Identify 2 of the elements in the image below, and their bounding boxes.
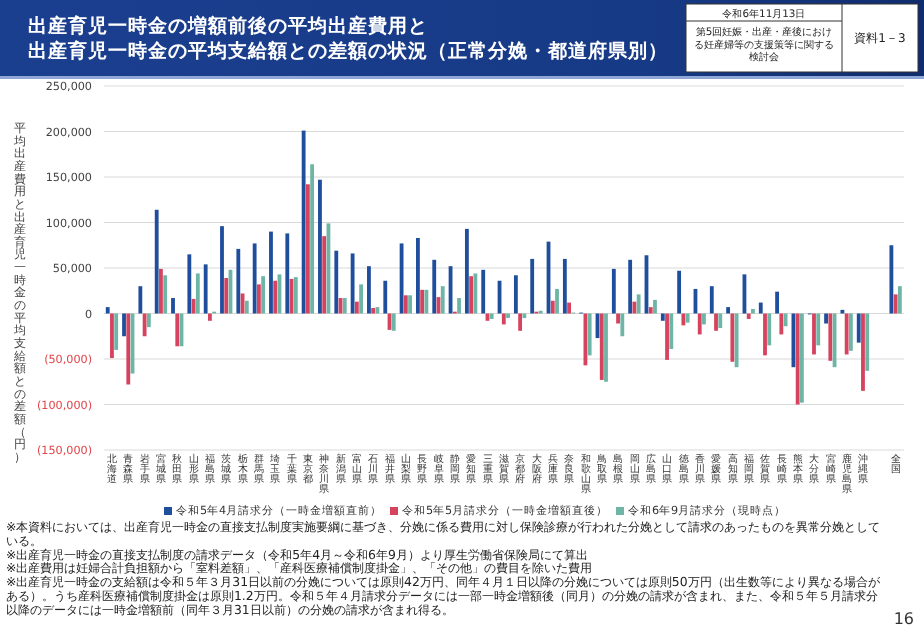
text: 16 <box>893 610 914 628</box>
chart-title: 出産育児一時金の増額前後の平均出産費用と出産育児一時金の平均支給額との差額の状況（正常分娩・都道府県別） <box>28 14 668 63</box>
